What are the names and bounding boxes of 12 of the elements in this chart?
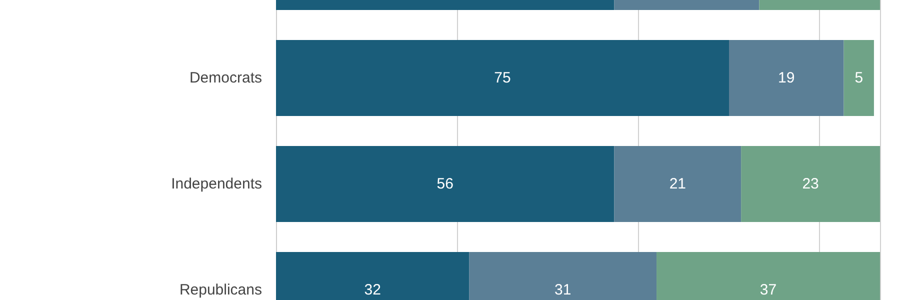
y-tick-label: Republicans xyxy=(179,282,262,298)
data-label: 21 xyxy=(669,176,686,192)
data-label: 32 xyxy=(364,282,381,298)
y-tick-label: Democrats xyxy=(189,70,262,86)
data-label: 75 xyxy=(494,70,511,86)
data-label: 37 xyxy=(760,282,777,298)
data-label: 23 xyxy=(802,176,819,192)
data-label: 19 xyxy=(778,70,795,86)
data-label: 31 xyxy=(554,282,572,298)
data-label: 5 xyxy=(854,70,864,86)
y-tick-label: Independents xyxy=(171,176,262,192)
data-label: 56 xyxy=(436,176,454,192)
